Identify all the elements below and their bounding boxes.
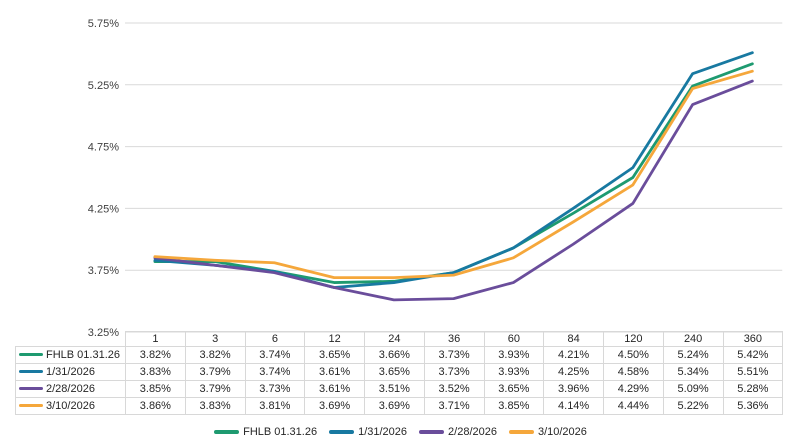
table-value-cell: 3.65% (483, 380, 545, 398)
table-value-cell: 3.93% (483, 363, 545, 381)
gridlines: 5.75%5.25%4.75%4.25%3.75%3.25% (88, 18, 783, 339)
table-header-row: 1 3 6 12 24 36 60 84 120 240 360 (16, 331, 784, 347)
table-row: 2/28/2026 3.85% 3.79% 3.73% 3.61% 3.51% 3.52% 3… (15, 380, 784, 398)
series-name: 1/31/2026 (46, 366, 95, 378)
legend-item: 3/10/2026 (508, 426, 587, 438)
table-value-cell: 3.85% (483, 397, 545, 415)
y-axis-tick-label: 4.25% (88, 203, 119, 215)
y-axis-tick-label: 3.75% (88, 265, 119, 277)
table-value-cell: 3.73% (423, 346, 485, 364)
x-axis-category-label: 60 (483, 331, 545, 347)
table-value-cell: 3.96% (543, 380, 604, 398)
yield-curve-chart: 5.75%5.25%4.75%4.25%3.75%3.25% (88, 18, 783, 339)
table-value-cell: 5.28% (722, 380, 784, 398)
legend-marker-line (508, 430, 534, 434)
table-value-cell: 3.69% (304, 397, 365, 415)
table-value-cell: 3.52% (423, 380, 485, 398)
legend-marker-line (214, 430, 240, 434)
chart-data-table: 1 3 6 12 24 36 60 84 120 240 360 FHLB 01.31.26 3.82%… (15, 331, 784, 415)
series-label-cell: 3/10/2026 (15, 397, 126, 415)
series-line (153, 79, 754, 302)
legend-label: 2/28/2026 (448, 426, 497, 438)
series-line (153, 69, 754, 280)
table-row: 1/31/2026 3.83% 3.79% 3.74% 3.61% 3.65% 3.73% 3… (15, 363, 784, 381)
legend-item: FHLB 01.31.26 (214, 426, 317, 438)
series-name: 3/10/2026 (46, 400, 95, 412)
table-value-cell: 5.09% (662, 380, 724, 398)
x-axis-category-label: 36 (423, 331, 485, 347)
legend-item: 2/28/2026 (419, 426, 497, 438)
x-axis-category-label: 3 (184, 331, 246, 347)
table-value-cell: 5.22% (662, 397, 724, 415)
legend-marker-line (329, 430, 355, 434)
table-value-cell: 3.73% (423, 363, 485, 381)
x-axis-category-label: 360 (722, 331, 784, 347)
x-axis-category-label: 12 (304, 331, 365, 347)
legend-marker-line (419, 430, 445, 434)
table-value-cell: 3.74% (244, 363, 306, 381)
table-value-cell: 3.82% (184, 346, 246, 364)
x-axis-category-label: 24 (364, 331, 425, 347)
table-row: FHLB 01.31.26 3.82% 3.82% 3.74% 3.65% 3.66% 3.… (15, 346, 784, 364)
table-value-cell: 3.61% (304, 380, 365, 398)
table-value-cell: 5.34% (662, 363, 724, 381)
table-value-cell: 4.14% (543, 397, 604, 415)
series-label-cell: 1/31/2026 (15, 363, 126, 381)
series-line (153, 62, 754, 284)
table-value-cell: 5.42% (722, 346, 784, 364)
table-value-cell: 5.36% (722, 397, 784, 415)
table-value-cell: 3.85% (125, 380, 186, 398)
table-value-cell: 3.81% (244, 397, 306, 415)
series-marker-line (19, 386, 43, 390)
series-line (153, 51, 754, 289)
table-value-cell: 3.73% (244, 380, 306, 398)
legend-label: FHLB 01.31.26 (243, 426, 318, 438)
table-row: 3/10/2026 3.86% 3.83% 3.81% 3.69% 3.69% 3.71% 3… (15, 397, 784, 415)
series-name: FHLB 01.31.26 (46, 349, 120, 361)
y-axis-tick-label: 4.75% (88, 142, 119, 154)
table-value-cell: 3.83% (125, 363, 186, 381)
table-value-cell: 4.44% (603, 397, 664, 415)
table-value-cell: 5.51% (722, 363, 784, 381)
series-marker-line (19, 369, 43, 373)
table-value-cell: 3.71% (423, 397, 485, 415)
table-value-cell: 3.86% (125, 397, 186, 415)
table-value-cell: 3.83% (184, 397, 246, 415)
x-axis-category-label: 6 (244, 331, 306, 347)
chart-legend: FHLB 01.31.26 1/31/2026 2/28/2026 3/10/2026 (0, 420, 801, 444)
table-value-cell: 4.25% (543, 363, 604, 381)
x-axis-category-label: 240 (662, 331, 724, 347)
legend-label: 3/10/2026 (537, 426, 587, 438)
table-value-cell: 3.82% (125, 346, 186, 364)
series-marker-line (19, 403, 43, 407)
series-label-cell: 2/28/2026 (15, 380, 126, 398)
y-axis-tick-label: 5.25% (88, 80, 119, 92)
x-axis-category-label: 1 (125, 331, 186, 347)
table-value-cell: 4.21% (543, 346, 604, 364)
table-value-cell: 4.58% (603, 363, 664, 381)
table-value-cell: 3.65% (364, 363, 425, 381)
series-label-cell: FHLB 01.31.26 (15, 346, 126, 364)
table-value-cell: 3.74% (244, 346, 306, 364)
table-value-cell: 3.65% (304, 346, 365, 364)
legend-label: 1/31/2026 (358, 426, 408, 438)
table-value-cell: 3.79% (184, 363, 246, 381)
y-axis-tick-label: 5.75% (88, 18, 119, 30)
table-value-cell: 4.50% (603, 346, 664, 364)
table-value-cell: 3.61% (304, 363, 365, 381)
table-value-cell: 3.79% (184, 380, 246, 398)
table-value-cell: 3.93% (483, 346, 545, 364)
x-axis-category-label: 120 (603, 331, 664, 347)
x-axis-category-label: 84 (543, 331, 604, 347)
table-value-cell: 3.51% (364, 380, 425, 398)
table-value-cell: 5.24% (662, 346, 724, 364)
series-marker-line (19, 352, 43, 356)
legend-item: 1/31/2026 (329, 426, 407, 438)
table-value-cell: 3.69% (364, 397, 425, 415)
series-name: 2/28/2026 (46, 383, 95, 395)
table-value-cell: 4.29% (603, 380, 664, 398)
table-value-cell: 3.66% (364, 346, 425, 364)
table-corner-cell (16, 332, 126, 347)
